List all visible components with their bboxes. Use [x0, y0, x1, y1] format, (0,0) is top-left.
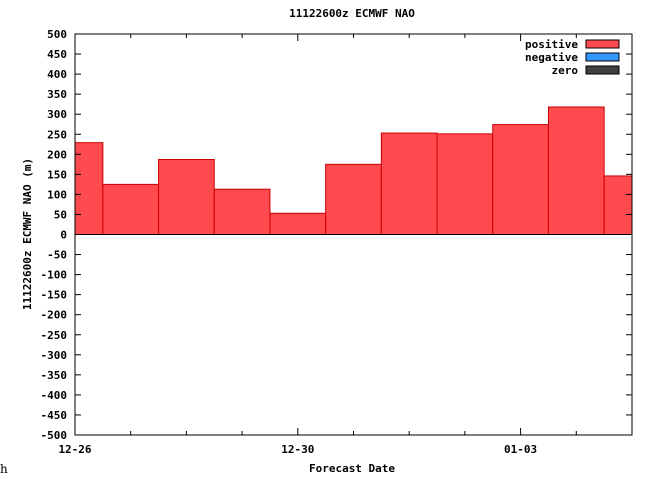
- bar-positive-6: [380, 132, 438, 235]
- y-tick-label: 150: [47, 168, 67, 181]
- y-tick-label: 350: [47, 88, 67, 101]
- bar-positive-1: [102, 183, 160, 235]
- legend-label-positive: positive: [525, 38, 578, 51]
- y-tick-label: -50: [47, 249, 67, 262]
- y-tick-label: 100: [47, 188, 67, 201]
- y-tick-label: -300: [41, 349, 68, 362]
- y-tick-label: -400: [41, 389, 68, 402]
- y-tick-label: 400: [47, 68, 67, 81]
- bars-layer: [75, 106, 632, 236]
- y-tick-label: -450: [41, 409, 68, 422]
- legend-label-negative: negative: [525, 51, 578, 64]
- y-tick-label: 450: [47, 48, 67, 61]
- bar-positive-2: [158, 159, 215, 235]
- y-tick-label: 250: [47, 128, 67, 141]
- y-tick-label: -150: [41, 289, 68, 302]
- y-tick-label: -100: [41, 269, 68, 282]
- y-tick-label: 300: [47, 108, 67, 121]
- x-tick-label: 01-03: [504, 443, 537, 456]
- bar-positive-9: [547, 106, 605, 235]
- y-tick-label: -500: [41, 429, 68, 442]
- legend-label-zero: zero: [552, 64, 579, 77]
- y-axis-title: 11122600z ECMWF NAO (m): [21, 158, 34, 310]
- y-tick-label: 500: [47, 28, 67, 41]
- y-tick-label: -250: [41, 329, 68, 342]
- legend-swatch-negative: [585, 52, 620, 62]
- y-tick-label: 200: [47, 148, 67, 161]
- bar-positive-3: [213, 188, 271, 235]
- legend-swatch-zero: [585, 65, 620, 75]
- chart-title: 11122600z ECMWF NAO: [289, 7, 415, 20]
- bar-positive-10: [603, 175, 632, 235]
- legend-swatch-positive: [585, 39, 620, 49]
- y-tick-label: -200: [41, 309, 68, 322]
- bar-positive-8: [492, 124, 549, 235]
- stray-text: h: [0, 462, 8, 476]
- axis-layer: -500-450-400-350-300-250-200-150-100-500…: [41, 28, 633, 456]
- y-tick-label: -350: [41, 369, 68, 382]
- x-tick-label: 12-30: [281, 443, 314, 456]
- y-tick-label: 50: [54, 208, 67, 221]
- x-tick-label: 12-26: [58, 443, 91, 456]
- bar-positive-4: [269, 212, 327, 235]
- x-axis-title: Forecast Date: [309, 462, 395, 475]
- bar-positive-7: [436, 133, 494, 235]
- y-tick-label: 0: [60, 229, 67, 242]
- bar-positive-5: [325, 163, 382, 235]
